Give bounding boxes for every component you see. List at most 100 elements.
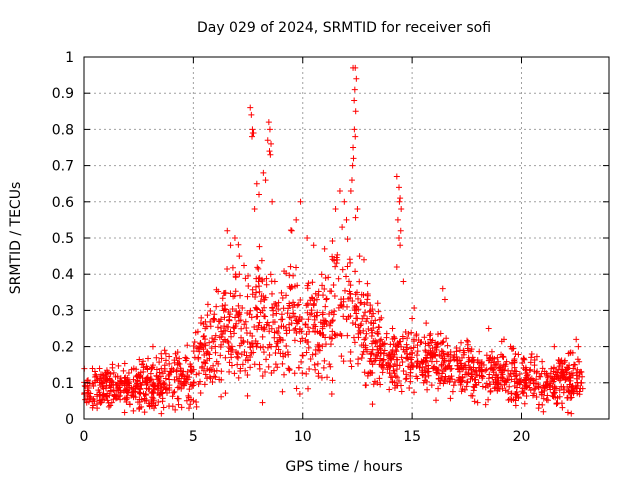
data-point: [351, 86, 358, 93]
data-point: [259, 373, 266, 380]
data-point: [414, 358, 421, 365]
y-tick-label: 0.5: [52, 231, 74, 247]
data-point: [377, 342, 384, 349]
data-point: [263, 356, 270, 363]
data-point: [141, 395, 148, 402]
data-point: [341, 287, 348, 294]
data-point: [553, 385, 560, 392]
data-point: [220, 338, 227, 345]
data-point: [176, 361, 183, 368]
data-point: [482, 401, 489, 408]
data-point: [130, 407, 137, 414]
data-point: [380, 357, 387, 364]
data-point: [197, 389, 204, 396]
data-point: [305, 316, 312, 323]
data-point: [259, 399, 266, 406]
data-point: [544, 378, 551, 385]
data-point: [211, 311, 218, 318]
data-point: [200, 346, 207, 353]
data-point: [425, 372, 432, 379]
data-point: [311, 321, 318, 328]
data-point: [198, 314, 205, 321]
data-point: [550, 364, 557, 371]
data-point: [257, 298, 264, 305]
data-point: [175, 401, 182, 408]
data-point: [117, 389, 124, 396]
data-point: [329, 377, 336, 384]
data-point: [240, 337, 247, 344]
data-point: [578, 368, 585, 375]
data-point: [265, 363, 272, 370]
data-point: [217, 343, 224, 350]
data-point: [177, 367, 184, 374]
data-point: [319, 282, 326, 289]
data-point: [446, 378, 453, 385]
data-point: [472, 371, 479, 378]
data-point: [485, 325, 492, 332]
data-point: [270, 367, 277, 374]
data-point: [269, 290, 276, 297]
data-point: [309, 351, 316, 358]
data-point: [140, 358, 147, 365]
data-point: [325, 274, 332, 281]
data-point: [255, 322, 262, 329]
data-point: [375, 308, 382, 315]
data-point: [175, 395, 182, 402]
data-point: [175, 359, 182, 366]
data-point: [226, 359, 233, 366]
data-point: [399, 333, 406, 340]
data-point: [361, 256, 367, 263]
data-point: [408, 361, 415, 368]
data-point: [243, 330, 250, 337]
data-point: [393, 263, 400, 270]
data-point: [148, 376, 155, 383]
data-point: [141, 409, 148, 416]
data-point: [377, 381, 384, 388]
data-point: [402, 329, 409, 336]
data-point: [235, 310, 242, 317]
data-point: [161, 347, 168, 354]
data-point: [499, 366, 506, 373]
data-point: [97, 399, 104, 406]
data-point: [411, 305, 418, 312]
data-point: [256, 243, 263, 250]
data-point: [362, 382, 369, 389]
data-point: [343, 273, 350, 280]
data-point: [459, 377, 466, 384]
data-point: [258, 293, 265, 300]
data-point: [197, 340, 204, 347]
data-point: [244, 310, 251, 317]
data-point: [438, 362, 445, 369]
data-point: [252, 293, 259, 300]
data-point: [302, 321, 309, 328]
data-point: [100, 385, 107, 392]
data-point: [110, 369, 117, 376]
data-point: [312, 328, 319, 335]
data-point: [549, 384, 556, 391]
data-point: [396, 184, 402, 191]
data-point: [516, 370, 523, 377]
data-point: [202, 325, 209, 332]
data-point: [351, 126, 358, 133]
data-point: [277, 336, 284, 343]
data-point: [334, 251, 341, 258]
data-point: [521, 400, 528, 407]
data-point: [447, 395, 454, 402]
data-point: [191, 339, 198, 346]
data-point: [266, 341, 273, 348]
data-point: [218, 368, 225, 375]
data-point: [298, 328, 305, 335]
data-point: [395, 342, 402, 349]
data-point: [413, 352, 420, 359]
data-point: [430, 350, 437, 357]
data-point: [370, 338, 377, 345]
data-point: [320, 364, 327, 371]
data-point: [155, 386, 162, 393]
data-point: [303, 349, 310, 356]
data-point: [222, 327, 229, 334]
data-point: [538, 391, 545, 398]
data-point: [506, 383, 513, 390]
data-point: [502, 387, 509, 394]
data-point: [298, 358, 305, 365]
data-point: [354, 206, 361, 213]
